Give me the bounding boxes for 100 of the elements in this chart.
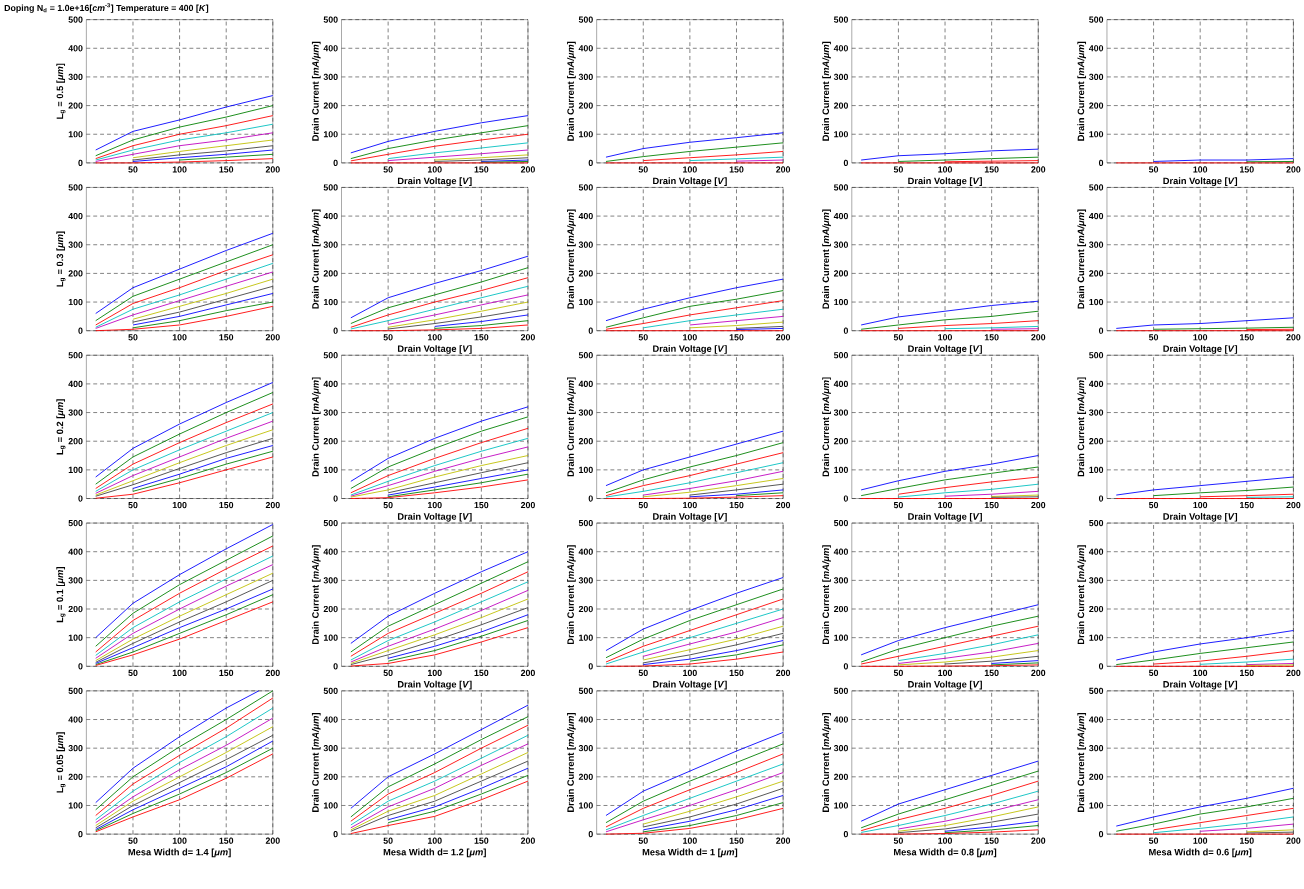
x-tick-label: 50 <box>638 837 648 844</box>
x-tick-label: 200 <box>1286 669 1301 676</box>
x-axis-title: Drain Voltage [V] <box>1163 680 1238 690</box>
y-tick-label: 200 <box>68 773 83 780</box>
y-tick-label: 100 <box>323 802 338 809</box>
y-tick-label: 400 <box>1088 380 1104 387</box>
x-tick-label: 50 <box>638 501 648 509</box>
x-tick-label: 200 <box>1286 166 1301 173</box>
x-tick-label: 150 <box>219 501 234 509</box>
y-axis-title: Drain Current [mA/μm] <box>822 712 831 812</box>
x-tick-label: 200 <box>520 501 535 509</box>
y-tick-label: 500 <box>833 16 848 23</box>
x-tick-label: 200 <box>1286 334 1301 341</box>
y-tick-label: 400 <box>578 212 593 220</box>
x-tick-label: 100 <box>172 166 187 173</box>
y-tick-label: 0 <box>588 663 593 670</box>
y-tick-label: 400 <box>68 212 83 220</box>
y-tick-label: 100 <box>1089 634 1104 641</box>
x-tick-label: 200 <box>1286 837 1301 844</box>
x-axis-title: Drain Voltage [V] <box>908 512 982 522</box>
y-axis-title: Drain Current [mA/μm] <box>311 377 321 477</box>
x-tick-label: 50 <box>893 669 903 676</box>
x-tick-label: 150 <box>474 334 489 341</box>
x-tick-label: 100 <box>427 669 442 676</box>
y-tick-label: 100 <box>68 131 83 138</box>
y-tick-label: 200 <box>1089 438 1104 445</box>
y-tick-label: 400 <box>578 716 593 723</box>
y-tick-label: 200 <box>833 102 848 109</box>
y-axis-title: Drain Current [mA/μm] <box>822 209 831 309</box>
x-tick-label: 50 <box>383 334 393 341</box>
y-tick-label: 300 <box>68 241 83 248</box>
y-axis-title: Drain Current [mA/μm] <box>567 377 576 477</box>
x-tick-label: 50 <box>1148 837 1159 844</box>
y-tick-label: 0 <box>333 830 338 838</box>
y-tick-label: 200 <box>323 605 338 613</box>
x-tick-label: 50 <box>638 334 648 341</box>
x-axis-title: Drain Voltage [V] <box>397 512 472 522</box>
y-tick-label: 500 <box>578 352 593 359</box>
y-tick-label: 500 <box>1089 184 1104 191</box>
y-tick-label: 400 <box>833 212 848 220</box>
y-tick-label: 200 <box>68 438 83 445</box>
y-tick-label: 400 <box>578 548 593 555</box>
y-tick-label: 0 <box>78 327 83 334</box>
x-tick-label: 50 <box>638 166 648 173</box>
y-tick-label: 0 <box>843 663 848 670</box>
x-tick-label: 150 <box>729 837 744 844</box>
y-tick-label: 300 <box>68 409 83 416</box>
y-tick-label: 0 <box>1098 495 1104 502</box>
y-axis-title: Drain Current [mA/μm] <box>1077 712 1087 812</box>
y-tick-label: 300 <box>323 577 338 584</box>
x-axis-title: Mesa Width d= 1.2 [μm] <box>383 848 486 858</box>
y-tick-label: 400 <box>323 212 338 220</box>
y-tick-label: 0 <box>333 663 338 670</box>
x-tick-label: 50 <box>1148 166 1159 173</box>
y-tick-label: 0 <box>843 327 848 334</box>
x-tick-label: 100 <box>683 166 697 173</box>
y-tick-label: 100 <box>579 634 593 641</box>
x-tick-label: 150 <box>219 334 234 341</box>
x-tick-label: 200 <box>1031 166 1046 173</box>
y-tick-label: 500 <box>1089 519 1104 527</box>
x-tick-label: 100 <box>1193 501 1208 509</box>
x-tick-label: 150 <box>984 669 999 676</box>
y-tick-label: 100 <box>323 634 338 641</box>
x-tick-label: 200 <box>1031 669 1046 676</box>
x-tick-label: 150 <box>1240 334 1254 341</box>
y-tick-label: 200 <box>68 605 83 613</box>
y-tick-label: 100 <box>1089 298 1104 306</box>
y-tick-label: 500 <box>1089 687 1104 694</box>
y-tick-label: 0 <box>843 495 848 502</box>
y-tick-label: 100 <box>68 802 83 809</box>
y-tick-label: 500 <box>323 184 338 191</box>
y-tick-label: 400 <box>578 45 593 52</box>
x-tick-label: 100 <box>938 334 953 341</box>
y-tick-label: 100 <box>68 466 83 473</box>
y-axis-title: Drain Current [mA/μm] <box>311 41 321 141</box>
x-tick-label: 100 <box>683 837 697 844</box>
x-tick-label: 150 <box>219 669 234 676</box>
y-tick-label: 100 <box>579 466 593 473</box>
x-tick-label: 200 <box>265 166 280 173</box>
y-tick-label: 400 <box>323 45 338 52</box>
x-tick-label: 200 <box>520 669 535 676</box>
x-tick-label: 50 <box>1148 334 1159 341</box>
y-tick-label: 400 <box>68 380 83 387</box>
x-tick-label: 150 <box>729 501 744 509</box>
y-tick-label: 100 <box>579 298 593 306</box>
x-tick-label: 200 <box>1031 334 1046 341</box>
y-tick-label: 200 <box>1089 605 1104 613</box>
x-tick-label: 50 <box>128 501 138 509</box>
x-tick-label: 150 <box>984 166 999 173</box>
x-tick-label: 100 <box>427 501 442 509</box>
x-tick-label: 150 <box>1240 166 1254 173</box>
y-tick-label: 200 <box>833 438 848 445</box>
x-tick-label: 150 <box>1240 501 1254 509</box>
x-axis-title: Drain Voltage [V] <box>653 345 727 354</box>
y-tick-label: 0 <box>588 830 593 838</box>
y-tick-label: 500 <box>323 687 338 694</box>
y-tick-label: 400 <box>578 380 593 387</box>
y-tick-label: 400 <box>1088 716 1104 723</box>
y-axis-title: Drain Current [mA/μm] <box>822 377 831 477</box>
y-tick-label: 500 <box>1089 16 1104 23</box>
